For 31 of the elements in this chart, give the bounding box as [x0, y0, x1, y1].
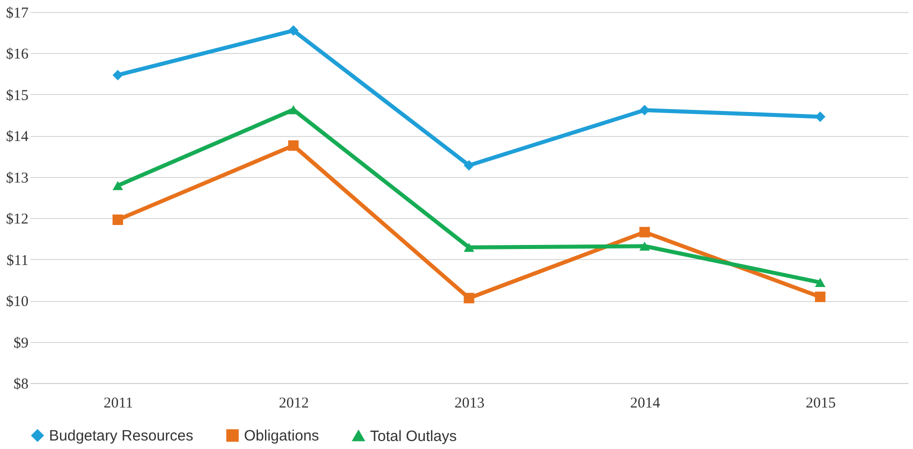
y-tick-label: $11	[6, 252, 28, 269]
y-tick-label: $10	[6, 294, 28, 310]
point	[639, 104, 650, 116]
point	[288, 25, 299, 36]
point	[814, 278, 826, 287]
y-tick-label: $16	[6, 46, 29, 63]
x-tick-label: 2014	[630, 396, 661, 412]
y-tick-label: $14	[6, 129, 29, 146]
legend-label: Budgetary Resources	[49, 428, 194, 445]
point	[639, 226, 650, 238]
x-tick-label: 2012	[278, 396, 309, 412]
legend-label: Obligations	[244, 428, 320, 445]
y-tick-label: $13	[6, 170, 28, 186]
y-tick-label: $9	[14, 335, 28, 352]
legend-label: Total Outlays	[370, 428, 457, 445]
point	[464, 242, 474, 252]
y-tick-label: $17	[6, 6, 29, 22]
point	[814, 292, 826, 302]
x-tick-label: 2015	[806, 396, 836, 412]
point	[464, 160, 474, 171]
point	[112, 70, 124, 80]
point	[288, 140, 299, 151]
point	[464, 292, 474, 304]
y-tick-label: $15	[6, 88, 28, 104]
x-tick-label: 2013	[454, 396, 484, 412]
y-tick-label: $8	[14, 376, 28, 392]
point	[639, 242, 650, 251]
y-tick-label: $12	[6, 212, 28, 228]
point	[112, 214, 124, 226]
x-tick-label: 2011	[104, 396, 134, 412]
point	[112, 181, 124, 190]
